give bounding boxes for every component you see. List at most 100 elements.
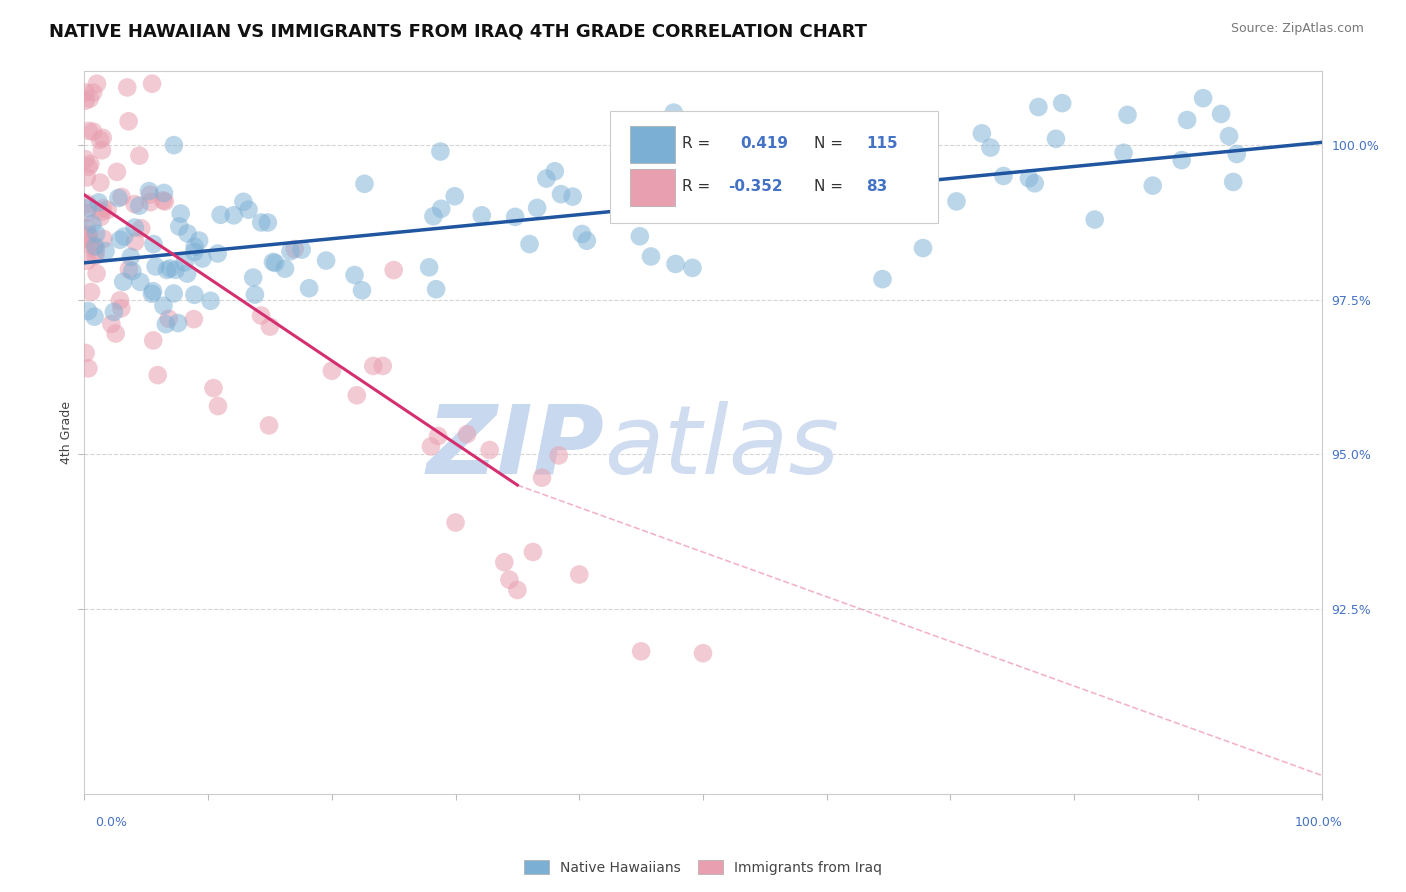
Point [422,209,444,223]
Point [238,202,260,217]
Point [76,231,98,245]
Point [257,418,280,433]
Point [145,260,167,274]
Point [84,227,107,241]
Point [315,253,337,268]
Point [418,260,440,275]
Point [628,229,651,244]
Point [993,169,1015,183]
Point [820,148,842,162]
Point [207,246,229,260]
Point [112,275,135,289]
Point [419,439,441,453]
Point [382,263,405,277]
Point [547,449,569,463]
Point [544,164,567,178]
Point [139,187,162,202]
Point [115,80,138,95]
Point [91,202,114,216]
Point [662,105,685,120]
Point [274,261,297,276]
Point [1142,178,1164,193]
Point [90,210,112,224]
Point [1024,177,1046,191]
Point [124,235,146,249]
Text: R =: R = [682,179,710,194]
Point [284,242,307,256]
Point [202,381,225,395]
Point [1170,153,1192,167]
Text: 100.0%: 100.0% [1295,816,1343,830]
Point [889,173,911,187]
Point [152,299,174,313]
Point [498,573,520,587]
Point [124,220,146,235]
Point [575,234,598,248]
Point [128,199,150,213]
Point [139,195,162,210]
Text: 115: 115 [866,136,898,151]
Point [979,140,1001,154]
Point [361,359,384,373]
Point [568,567,591,582]
Text: ZIP: ZIP [426,401,605,493]
Point [896,186,918,201]
FancyBboxPatch shape [610,112,938,223]
Point [77,124,100,138]
Point [1045,132,1067,146]
Point [87,195,110,210]
Legend: Native Hawaiians, Immigrants from Iraq: Native Hawaiians, Immigrants from Iraq [519,855,887,880]
Text: 0.419: 0.419 [740,136,789,151]
Point [709,169,731,183]
Y-axis label: 4th Grade: 4th Grade [60,401,73,464]
Point [183,244,205,259]
Point [84,244,107,259]
Point [506,582,529,597]
Point [89,133,111,147]
Point [849,187,872,202]
Point [291,243,314,257]
Point [75,153,97,167]
Point [75,232,97,246]
Point [118,262,141,277]
Text: N =: N = [814,136,844,151]
Point [640,250,662,264]
Point [156,263,179,277]
Point [1209,107,1232,121]
Point [183,287,205,301]
Point [1192,91,1215,105]
Point [898,166,921,180]
Point [200,293,222,308]
Point [191,252,214,266]
Point [530,471,553,485]
Point [1050,96,1073,111]
Point [456,427,478,442]
Point [664,257,686,271]
Point [129,221,152,235]
Point [429,145,451,159]
Point [152,194,174,208]
Point [103,305,125,319]
Point [371,359,394,373]
Point [108,233,131,247]
Point [80,285,103,299]
Point [117,114,139,128]
Point [494,555,516,569]
Point [124,197,146,211]
Point [526,201,548,215]
Point [232,194,254,209]
Point [280,244,302,259]
Point [970,126,993,140]
Point [146,368,169,383]
Point [503,210,526,224]
Point [100,317,122,331]
Point [522,545,544,559]
Point [77,201,100,215]
Point [259,319,281,334]
Point [536,171,558,186]
Point [872,272,894,286]
Point [264,256,287,270]
Point [1028,100,1050,114]
Point [138,184,160,198]
Point [183,312,205,326]
